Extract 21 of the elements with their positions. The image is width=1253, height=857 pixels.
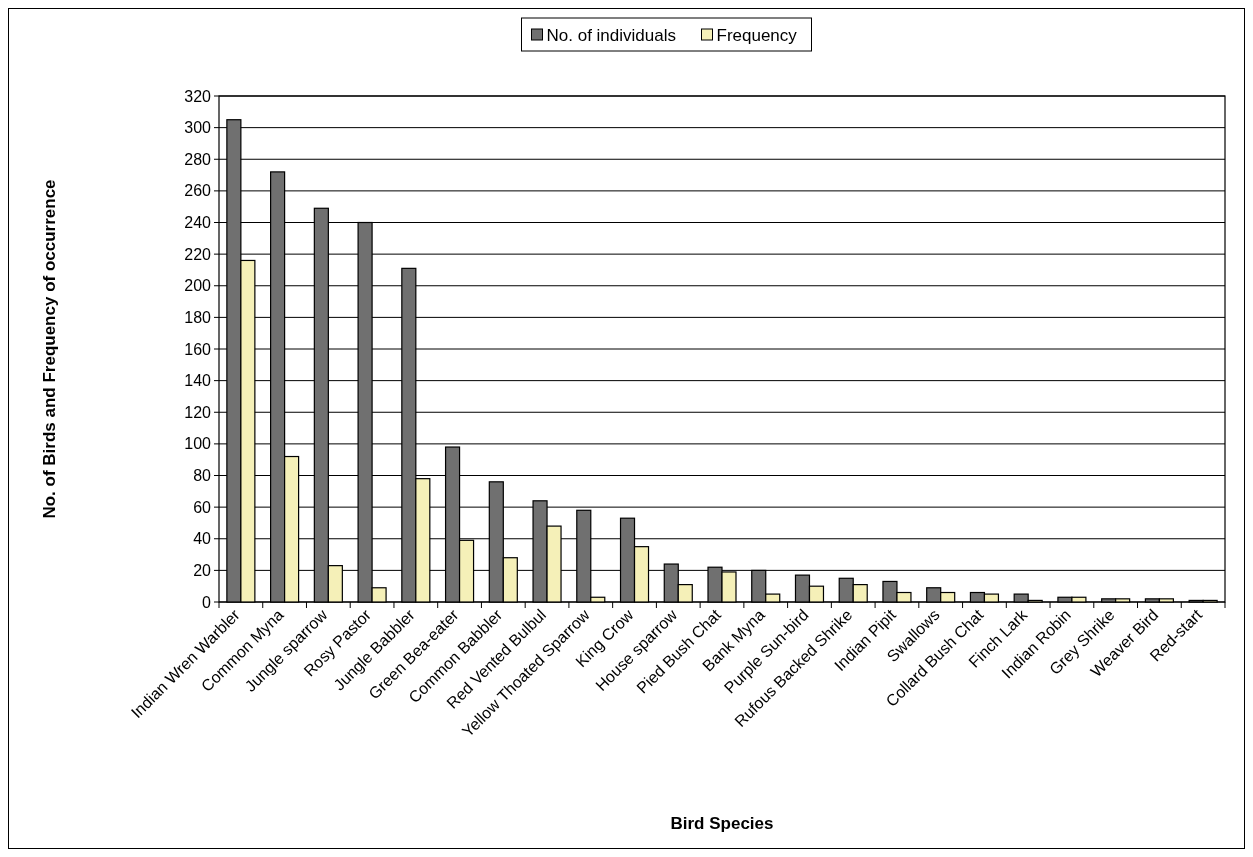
y-tick-label: 0 [202,593,212,611]
y-tick-label: 280 [184,150,212,168]
y-tick-label: 40 [193,530,212,548]
y-tick-label: 60 [193,498,212,516]
y-tick-label: 140 [184,372,212,390]
y-tick-label: 220 [184,245,212,263]
y-axis-title: No. of Birds and Frequency of occurrence [40,179,59,519]
y-tick-label: 160 [184,340,212,358]
y-tick-label: 180 [184,308,212,326]
x-axis-title: Bird Species [670,814,774,833]
y-tick-label: 80 [193,467,212,485]
y-tick-label: 100 [184,435,212,453]
legend-label: Frequency [716,25,798,45]
y-tick-label: 200 [184,277,212,295]
y-tick-label: 120 [184,403,212,421]
y-tick-label: 260 [184,182,212,200]
y-tick-label: 240 [184,214,212,232]
legend-label: No. of individuals [546,25,676,45]
y-tick-label: 300 [184,119,212,137]
y-tick-label: 320 [184,87,212,105]
y-tick-label: 20 [193,561,212,579]
